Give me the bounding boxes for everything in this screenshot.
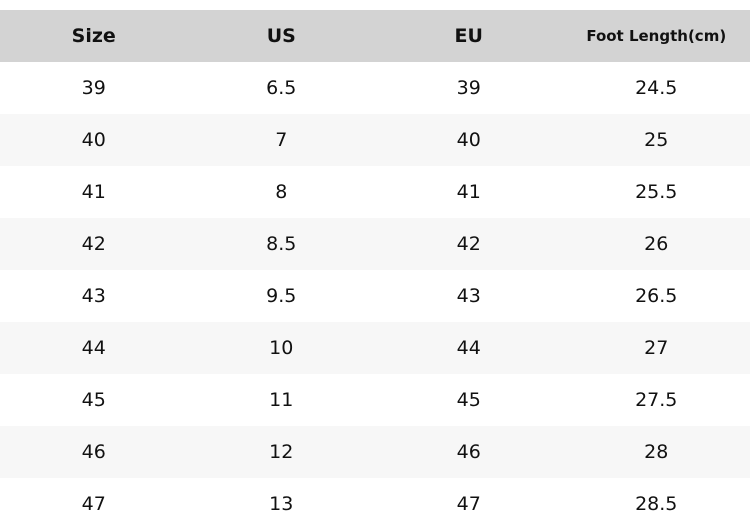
table-row: 43 9.5 43 26.5 (0, 270, 750, 322)
table-row: 45 11 45 27.5 (0, 374, 750, 426)
table-cell: 43 (456, 285, 481, 307)
table-cell: 47 (81, 493, 106, 515)
table-cell: 42 (81, 233, 106, 255)
table-row: 39 6.5 39 24.5 (0, 62, 750, 114)
header-cell: US (266, 25, 296, 47)
table-cell: 10 (269, 337, 294, 359)
table-cell: 46 (456, 441, 481, 463)
table-cell: 40 (456, 129, 481, 151)
table-row: 41 8 41 25.5 (0, 166, 750, 218)
table-cell: 6.5 (266, 77, 297, 99)
size-table: Size US EU Foot Length(cm) 39 6.5 39 24.5 40 7 40 2… (0, 10, 750, 530)
table-cell: 27.5 (635, 389, 678, 411)
table-cell: 9.5 (266, 285, 297, 307)
table-cell: 41 (81, 181, 106, 203)
table-cell: 25 (644, 129, 669, 151)
table-cell: 44 (456, 337, 481, 359)
table-cell: 25.5 (635, 181, 678, 203)
table-cell: 26 (644, 233, 669, 255)
table-row: 44 10 44 27 (0, 322, 750, 374)
table-cell: 45 (456, 389, 481, 411)
table-cell: 41 (456, 181, 481, 203)
table-cell: 27 (644, 337, 669, 359)
table-cell: 39 (81, 77, 106, 99)
table-cell: 28.5 (635, 493, 678, 515)
table-cell: 47 (456, 493, 481, 515)
table-cell: 43 (81, 285, 106, 307)
table-cell: 28 (644, 441, 669, 463)
table-cell: 39 (456, 77, 481, 99)
header-cell: EU (454, 25, 483, 47)
table-cell: 45 (81, 389, 106, 411)
header-cell: Size (71, 25, 116, 47)
table-cell: 46 (81, 441, 106, 463)
header-row: Size US EU Foot Length(cm) (0, 10, 750, 62)
table-cell: 13 (269, 493, 294, 515)
table-row: 47 13 47 28.5 (0, 478, 750, 530)
table-cell: 7 (275, 129, 288, 151)
table-cell: 40 (81, 129, 106, 151)
header-cell: Foot Length(cm) (586, 27, 727, 45)
table-cell: 44 (81, 337, 106, 359)
table-cell: 8 (275, 181, 288, 203)
table-cell: 26.5 (635, 285, 678, 307)
table-cell: 42 (456, 233, 481, 255)
table-cell: 12 (269, 441, 294, 463)
table-cell: 24.5 (635, 77, 678, 99)
table-cell: 11 (269, 389, 294, 411)
table-row: 40 7 40 25 (0, 114, 750, 166)
table-row: 46 12 46 28 (0, 426, 750, 478)
table-row: 42 8.5 42 26 (0, 218, 750, 270)
table-cell: 8.5 (266, 233, 297, 255)
